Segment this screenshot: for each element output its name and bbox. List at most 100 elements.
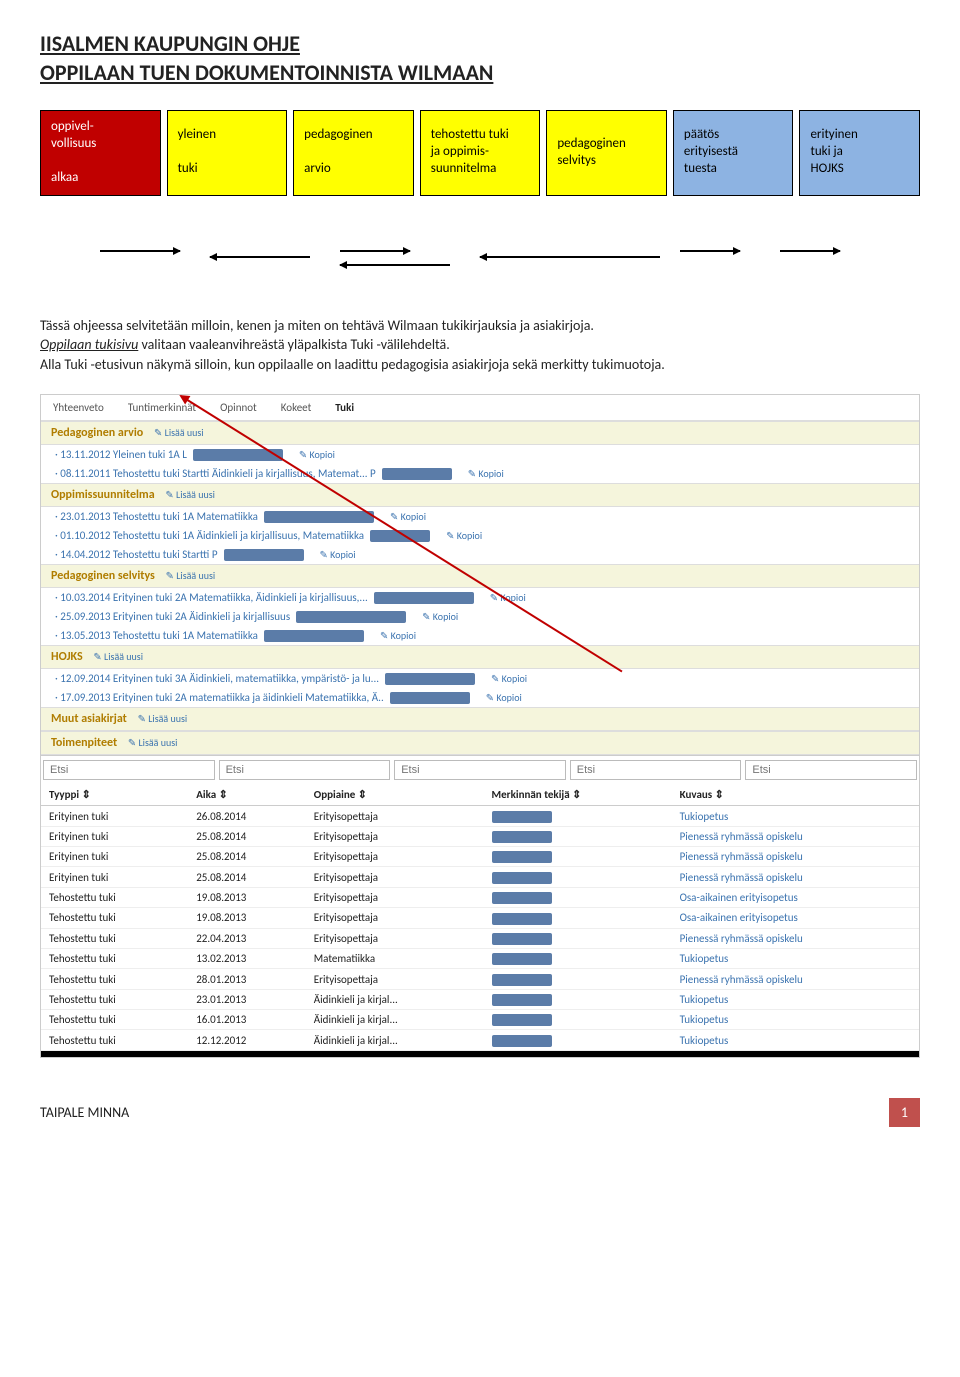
para-line2: valitaan vaaleanvihreästä yläpalkista Tu… bbox=[138, 336, 449, 353]
para-underline: Oppilaan tukisivu bbox=[40, 336, 138, 353]
toimenpiteet-table: Tyyppi ⇕Aika ⇕Oppiaine ⇕Merkinnän tekijä… bbox=[41, 784, 919, 1051]
cell-merkinnan-tekija bbox=[484, 948, 672, 968]
search-input[interactable] bbox=[394, 760, 566, 780]
document-item[interactable]: · 17.09.2013 Erityinen tuki 2A matematii… bbox=[41, 688, 919, 707]
table-row[interactable]: Erityinen tuki25.08.2014ErityisopettajaP… bbox=[41, 847, 919, 867]
tab-opinnot[interactable]: Opinnot bbox=[220, 401, 257, 414]
tab-yhteenveto[interactable]: Yhteenveto bbox=[53, 401, 104, 414]
wilma-tabs: YhteenvetoTuntimerkinnätOpinnotKokeetTuk… bbox=[41, 395, 919, 421]
footer-author: TAIPALE MINNA bbox=[40, 1104, 129, 1121]
kopioi-link[interactable]: ✎ Kopioi bbox=[468, 467, 504, 480]
add-link[interactable]: ✎ Lisää uusi bbox=[166, 569, 216, 582]
kopioi-link[interactable]: ✎ Kopioi bbox=[486, 691, 522, 704]
kopioi-link[interactable]: ✎ Kopioi bbox=[446, 529, 482, 542]
kopioi-link[interactable]: ✎ Kopioi bbox=[422, 610, 458, 623]
document-item[interactable]: · 14.04.2012 Tehostettu tuki Startti P✎ … bbox=[41, 545, 919, 564]
redacted-name bbox=[296, 611, 406, 623]
cell-tyyppi: Tehostettu tuki bbox=[41, 948, 188, 968]
add-link[interactable]: ✎ Lisää uusi bbox=[138, 712, 188, 725]
kuvaus-link[interactable]: Pienessä ryhmässä opiskelu bbox=[680, 932, 803, 945]
document-item[interactable]: · 12.09.2014 Erityinen tuki 3A Äidinkiel… bbox=[41, 669, 919, 688]
add-link[interactable]: ✎ Lisää uusi bbox=[93, 650, 143, 663]
item-text: · 13.05.2013 Tehostettu tuki 1A Matemati… bbox=[55, 629, 258, 642]
table-row[interactable]: Tehostettu tuki22.04.2013Erityisopettaja… bbox=[41, 928, 919, 948]
table-row[interactable]: Tehostettu tuki28.01.2013Erityisopettaja… bbox=[41, 969, 919, 989]
table-row[interactable]: Tehostettu tuki16.01.2013Äidinkieli ja k… bbox=[41, 1010, 919, 1030]
table-row[interactable]: Erityinen tuki26.08.2014ErityisopettajaT… bbox=[41, 806, 919, 826]
column-header[interactable]: Aika ⇕ bbox=[188, 784, 306, 806]
document-item[interactable]: · 13.05.2013 Tehostettu tuki 1A Matemati… bbox=[41, 626, 919, 645]
black-bar bbox=[41, 1051, 919, 1057]
cell-oppiaine: Matematiikka bbox=[306, 948, 484, 968]
add-link[interactable]: ✎ Lisää uusi bbox=[128, 736, 178, 749]
kopioi-link[interactable]: ✎ Kopioi bbox=[299, 448, 335, 461]
cell-merkinnan-tekija bbox=[484, 908, 672, 928]
cell-aika: 25.08.2014 bbox=[188, 826, 306, 846]
table-row[interactable]: Tehostettu tuki12.12.2012Äidinkieli ja k… bbox=[41, 1030, 919, 1050]
table-row[interactable]: Erityinen tuki25.08.2014ErityisopettajaP… bbox=[41, 867, 919, 887]
kuvaus-link[interactable]: Tukiopetus bbox=[680, 810, 729, 823]
column-header[interactable]: Oppiaine ⇕ bbox=[306, 784, 484, 806]
search-input[interactable] bbox=[219, 760, 391, 780]
cell-kuvaus: Pienessä ryhmässä opiskelu bbox=[672, 867, 919, 887]
cell-oppiaine: Erityisopettaja bbox=[306, 969, 484, 989]
document-item[interactable]: · 01.10.2012 Tehostettu tuki 1A Äidinkie… bbox=[41, 526, 919, 545]
cell-tyyppi: Erityinen tuki bbox=[41, 806, 188, 826]
tab-kokeet[interactable]: Kokeet bbox=[281, 401, 312, 414]
kuvaus-link[interactable]: Osa-aikainen erityisopetus bbox=[680, 911, 798, 924]
kuvaus-link[interactable]: Tukiopetus bbox=[680, 952, 729, 965]
document-item[interactable]: · 08.11.2011 Tehostettu tuki Startti Äid… bbox=[41, 464, 919, 483]
footer-page-number: 1 bbox=[889, 1098, 920, 1127]
cell-kuvaus: Pienessä ryhmässä opiskelu bbox=[672, 969, 919, 989]
table-row[interactable]: Erityinen tuki25.08.2014ErityisopettajaP… bbox=[41, 826, 919, 846]
document-item[interactable]: · 13.11.2012 Yleinen tuki 1A L✎ Kopioi bbox=[41, 445, 919, 464]
kopioi-link[interactable]: ✎ Kopioi bbox=[320, 548, 356, 561]
redacted-name bbox=[492, 872, 552, 884]
search-input[interactable] bbox=[745, 760, 917, 780]
kuvaus-link[interactable]: Osa-aikainen erityisopetus bbox=[680, 891, 798, 904]
flow-box: päätös erityisestä tuesta bbox=[673, 110, 794, 196]
kuvaus-link[interactable]: Tukiopetus bbox=[680, 993, 729, 1006]
add-link[interactable]: ✎ Lisää uusi bbox=[165, 488, 215, 501]
redacted-name bbox=[390, 692, 470, 704]
kuvaus-link[interactable]: Pienessä ryhmässä opiskelu bbox=[680, 830, 803, 843]
kuvaus-link[interactable]: Pienessä ryhmässä opiskelu bbox=[680, 850, 803, 863]
cell-aika: 19.08.2013 bbox=[188, 887, 306, 907]
cell-oppiaine: Erityisopettaja bbox=[306, 887, 484, 907]
cell-aika: 28.01.2013 bbox=[188, 969, 306, 989]
cell-kuvaus: Tukiopetus bbox=[672, 989, 919, 1009]
process-flow: oppivel- vollisuus alkaayleinen tukipeda… bbox=[40, 110, 920, 196]
kopioi-link[interactable]: ✎ Kopioi bbox=[390, 510, 426, 523]
document-item[interactable]: · 25.09.2013 Erityinen tuki 2A Äidinkiel… bbox=[41, 607, 919, 626]
kopioi-link[interactable]: ✎ Kopioi bbox=[491, 672, 527, 685]
cell-oppiaine: Erityisopettaja bbox=[306, 847, 484, 867]
cell-merkinnan-tekija bbox=[484, 826, 672, 846]
add-link[interactable]: ✎ Lisää uusi bbox=[154, 426, 204, 439]
section-toimenpiteet: Toimenpiteet ✎ Lisää uusi bbox=[41, 731, 919, 755]
redacted-name bbox=[492, 892, 552, 904]
kuvaus-link[interactable]: Pienessä ryhmässä opiskelu bbox=[680, 973, 803, 986]
search-input[interactable] bbox=[43, 760, 215, 780]
kopioi-link[interactable]: ✎ Kopioi bbox=[380, 629, 416, 642]
item-text: · 01.10.2012 Tehostettu tuki 1A Äidinkie… bbox=[55, 529, 364, 542]
column-header[interactable]: Tyyppi ⇕ bbox=[41, 784, 188, 806]
cell-merkinnan-tekija bbox=[484, 806, 672, 826]
document-item[interactable]: · 23.01.2013 Tehostettu tuki 1A Matemati… bbox=[41, 507, 919, 526]
table-row[interactable]: Tehostettu tuki19.08.2013Erityisopettaja… bbox=[41, 908, 919, 928]
cell-kuvaus: Tukiopetus bbox=[672, 1010, 919, 1030]
kuvaus-link[interactable]: Tukiopetus bbox=[680, 1013, 729, 1026]
redacted-name bbox=[492, 974, 552, 986]
section-title: Pedagoginen arvio bbox=[51, 426, 143, 440]
redacted-name bbox=[492, 994, 552, 1006]
tab-tuki[interactable]: Tuki bbox=[335, 401, 354, 414]
table-row[interactable]: Tehostettu tuki19.08.2013Erityisopettaja… bbox=[41, 887, 919, 907]
column-header[interactable]: Merkinnän tekijä ⇕ bbox=[484, 784, 672, 806]
flow-box: tehostettu tuki ja oppimis- suunnitelma bbox=[420, 110, 541, 196]
document-item[interactable]: · 10.03.2014 Erityinen tuki 2A Matematii… bbox=[41, 588, 919, 607]
kuvaus-link[interactable]: Pienessä ryhmässä opiskelu bbox=[680, 871, 803, 884]
table-row[interactable]: Tehostettu tuki23.01.2013Äidinkieli ja k… bbox=[41, 989, 919, 1009]
column-header[interactable]: Kuvaus ⇕ bbox=[672, 784, 919, 806]
table-row[interactable]: Tehostettu tuki13.02.2013MatematiikkaTuk… bbox=[41, 948, 919, 968]
search-input[interactable] bbox=[570, 760, 742, 780]
kuvaus-link[interactable]: Tukiopetus bbox=[680, 1034, 729, 1047]
